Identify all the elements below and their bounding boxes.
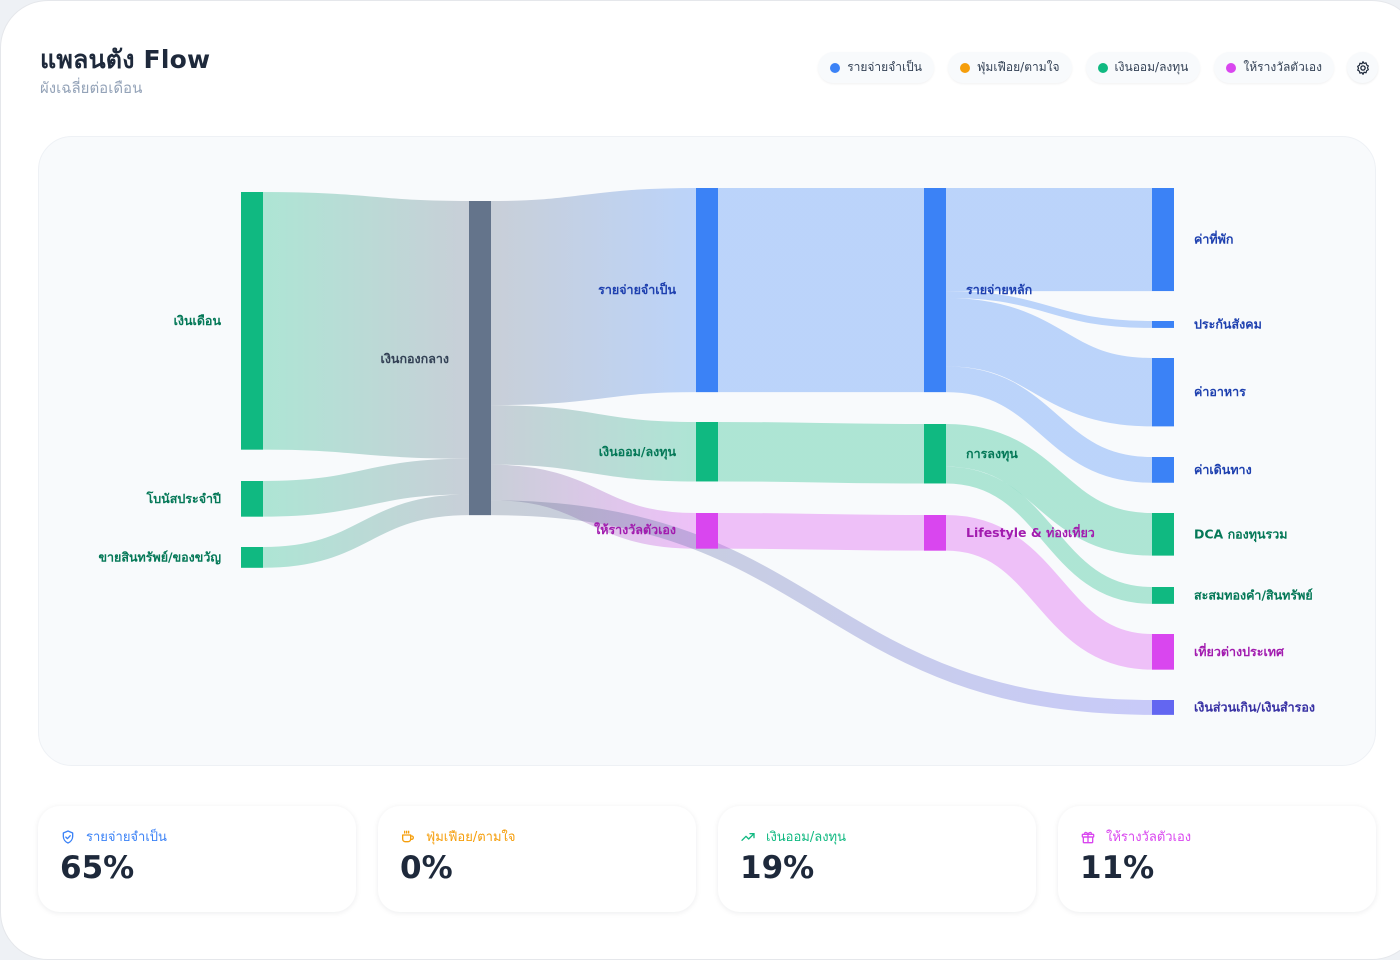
sankey-label-dca: DCA กองทุนรวม bbox=[1194, 526, 1288, 542]
sankey-node-main_exp[interactable] bbox=[924, 188, 946, 393]
sankey-label-bonus: โบนัสประจำปี bbox=[146, 491, 222, 506]
sankey-label-surplus: เงินส่วนเกิน/เงินสำรอง bbox=[1194, 699, 1315, 714]
flow-link-main_exp-food[interactable] bbox=[945, 298, 1153, 427]
sankey-label-reward: ให้รางวัลตัวเอง bbox=[594, 522, 676, 537]
flow-link-pool-savings[interactable] bbox=[490, 405, 697, 482]
sankey-node-invest[interactable] bbox=[924, 424, 946, 484]
legend-label: ให้รางวัลตัวเอง bbox=[1243, 60, 1322, 74]
flow-link-main_exp-social[interactable] bbox=[945, 291, 1153, 328]
sankey-label-main_exp: รายจ่ายหลัก bbox=[966, 282, 1032, 297]
sankey-node-gold[interactable] bbox=[1152, 587, 1174, 604]
page-title: แพลนตัง Flow bbox=[40, 45, 211, 74]
stat-label: รายจ่ายจำเป็น bbox=[86, 830, 167, 845]
sankey-node-surplus[interactable] bbox=[1152, 700, 1174, 715]
shield-check-icon bbox=[62, 829, 74, 844]
sankey-label-trip: เที่ยวต่างประเทศ bbox=[1194, 643, 1285, 659]
stats-row: รายจ่ายจำเป็น 65% ฟุ่มเฟือย/ตามใจ 0% เงิ… bbox=[38, 806, 1376, 912]
sankey-node-trip[interactable] bbox=[1152, 634, 1174, 670]
stat-card-reward: ให้รางวัลตัวเอง 11% bbox=[1058, 806, 1376, 912]
sankey-node-pool[interactable] bbox=[469, 201, 491, 516]
sankey-node-salary[interactable] bbox=[241, 192, 263, 450]
legend-item-reward[interactable]: ให้รางวัลตัวเอง bbox=[1214, 52, 1334, 83]
legend-dot-icon bbox=[959, 62, 970, 73]
sankey-node-travel[interactable] bbox=[1152, 457, 1174, 483]
sankey-node-dca[interactable] bbox=[1152, 513, 1174, 556]
sankey-node-rent[interactable] bbox=[1152, 188, 1174, 292]
gear-icon bbox=[1356, 60, 1369, 75]
flow-link-lifestyle-trip[interactable] bbox=[945, 515, 1153, 670]
flow-link-invest-gold[interactable] bbox=[945, 466, 1153, 604]
stat-value: 11% bbox=[1080, 850, 1155, 886]
stat-value: 0% bbox=[400, 850, 453, 886]
sankey-label-gold: สะสมทองคำ/สินทรัพย์ bbox=[1194, 587, 1313, 602]
stat-card-indulgence: ฟุ่มเฟือย/ตามใจ 0% bbox=[378, 806, 696, 912]
sankey-diagram: เงินเดือนโบนัสประจำปีขายสินทรัพย์/ของขวั… bbox=[98, 187, 1315, 715]
legend-item-savings[interactable]: เงินออม/ลงทุน bbox=[1085, 52, 1201, 83]
sankey-label-food: ค่าอาหาร bbox=[1194, 384, 1246, 399]
legend-item-indulgence[interactable]: ฟุ่มเฟือย/ตามใจ bbox=[947, 52, 1072, 83]
sankey-node-savings[interactable] bbox=[696, 422, 718, 482]
legend-dot-icon bbox=[1226, 62, 1237, 73]
flow-link-main_exp-travel[interactable] bbox=[945, 366, 1153, 483]
flow-link-invest-dca[interactable] bbox=[945, 423, 1153, 556]
stat-label: ฟุ่มเฟือย/ตามใจ bbox=[426, 830, 516, 845]
settings-button[interactable] bbox=[1347, 52, 1378, 83]
stat-label: ให้รางวัลตัวเอง bbox=[1106, 830, 1192, 845]
flow-link-savings-invest[interactable] bbox=[717, 422, 925, 484]
stat-value: 65% bbox=[60, 850, 135, 886]
legend-item-essential[interactable]: รายจ่ายจำเป็น bbox=[818, 52, 934, 83]
sankey-node-sale[interactable] bbox=[241, 547, 263, 568]
legend-dot-icon bbox=[830, 62, 841, 73]
sankey-label-sale: ขายสินทรัพย์/ของขวัญ bbox=[98, 549, 221, 564]
sankey-label-social: ประกันสังคม bbox=[1194, 316, 1262, 331]
legend-label: เงินออม/ลงทุน bbox=[1114, 60, 1189, 74]
legend-dot-icon bbox=[1097, 62, 1108, 73]
sankey-label-salary: เงินเดือน bbox=[174, 313, 222, 328]
stat-card-essential: รายจ่ายจำเป็น 65% bbox=[38, 806, 356, 912]
page-subtitle: ผังเฉลี่ยต่อเดือน bbox=[40, 79, 143, 97]
flow-link-reward-lifestyle[interactable] bbox=[717, 513, 925, 551]
sankey-node-reward[interactable] bbox=[696, 513, 718, 549]
sankey-label-savings: เงินออม/ลงทุน bbox=[599, 444, 677, 460]
trending-up-icon bbox=[741, 832, 755, 841]
sankey-node-essential[interactable] bbox=[696, 188, 718, 393]
gift-icon bbox=[1081, 831, 1095, 843]
sankey-node-lifestyle[interactable] bbox=[924, 515, 946, 551]
sankey-label-invest: การลงทุน bbox=[966, 446, 1018, 462]
sankey-label-rent: ค่าที่พัก bbox=[1194, 231, 1233, 247]
flow-link-bonus-pool[interactable] bbox=[262, 458, 470, 517]
legend-label: ฟุ่มเฟือย/ตามใจ bbox=[976, 60, 1060, 74]
sankey-label-pool: เงินกองกลาง bbox=[381, 351, 449, 366]
sankey-label-essential: รายจ่ายจำเป็น bbox=[598, 282, 676, 297]
stat-card-savings: เงินออม/ลงทุน 19% bbox=[718, 806, 1036, 912]
legend: รายจ่ายจำเป็น ฟุ่มเฟือย/ตามใจ เงินออม/ลง… bbox=[818, 52, 1334, 83]
flow-link-pool-essential[interactable] bbox=[490, 188, 697, 406]
flow-link-sale-pool[interactable] bbox=[262, 494, 470, 568]
flow-link-pool-surplus[interactable] bbox=[490, 500, 1153, 715]
sankey-label-lifestyle: Lifestyle & ท่องเที่ยว bbox=[966, 524, 1095, 540]
sankey-node-social[interactable] bbox=[1152, 321, 1174, 328]
sankey-label-travel: ค่าเดินทาง bbox=[1194, 462, 1252, 477]
coffee-cup-icon bbox=[402, 830, 414, 842]
legend-label: รายจ่ายจำเป็น bbox=[847, 60, 922, 74]
flow-link-salary-pool[interactable] bbox=[262, 192, 470, 459]
stat-label: เงินออม/ลงทุน bbox=[766, 830, 847, 845]
stat-value: 19% bbox=[740, 850, 815, 886]
sankey-node-bonus[interactable] bbox=[241, 481, 263, 517]
sankey-node-food[interactable] bbox=[1152, 358, 1174, 427]
